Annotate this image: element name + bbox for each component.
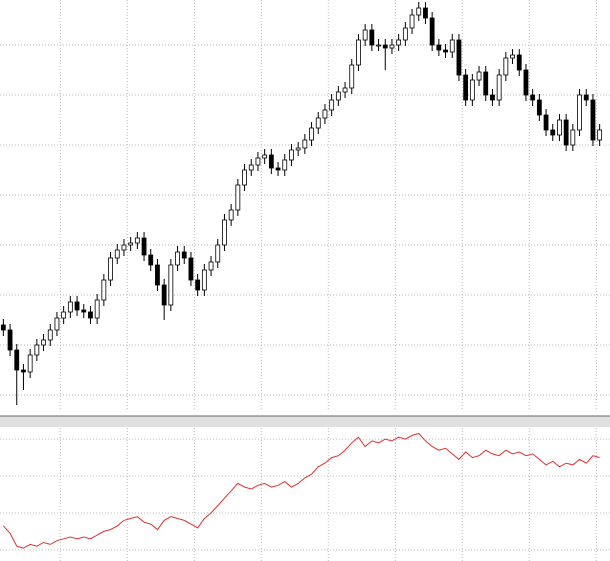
candle-body	[469, 79, 475, 101]
price-panel	[0, 0, 610, 410]
candle-body	[141, 237, 147, 256]
candle-body	[409, 14, 415, 29]
candle-body	[503, 57, 509, 76]
candle-body	[329, 99, 335, 111]
indicator-line	[3, 432, 600, 549]
candle-body	[67, 301, 73, 313]
candle-body	[255, 157, 261, 166]
candle-body	[228, 209, 234, 221]
candle-body	[289, 149, 294, 161]
candle-body	[181, 251, 187, 259]
candle-body	[543, 114, 549, 131]
candle-body	[175, 251, 180, 266]
indicator-panel	[0, 428, 610, 561]
candle-body	[356, 39, 361, 66]
candle-body	[275, 167, 281, 171]
candle-body	[389, 44, 395, 49]
candle-body	[423, 7, 428, 19]
candle-body	[222, 219, 227, 246]
candle-body	[215, 244, 221, 263]
candle-body	[88, 311, 93, 319]
candle-body	[436, 44, 442, 51]
candle-body	[443, 49, 448, 53]
candle-body	[309, 127, 314, 141]
candle-body	[235, 184, 241, 211]
candle-body	[54, 317, 60, 331]
candle-body	[510, 54, 515, 59]
candle-body	[342, 87, 348, 93]
candle-body	[108, 257, 113, 281]
candle-body	[402, 27, 408, 41]
candle-body	[148, 254, 154, 266]
candle-body	[530, 94, 536, 101]
candle-body	[268, 154, 274, 169]
candle-body	[349, 64, 355, 89]
candle-body	[597, 129, 603, 141]
candle-body	[496, 74, 502, 101]
panel-separator	[0, 416, 610, 427]
candle-body	[128, 242, 134, 246]
candle-body	[242, 169, 247, 186]
candle-body	[335, 91, 341, 101]
candle-body	[134, 237, 140, 244]
candle-body	[570, 129, 576, 146]
candle-body	[195, 279, 201, 291]
candle-body	[101, 279, 107, 301]
candle-body	[396, 39, 402, 46]
candle-body	[463, 74, 469, 101]
candle-body	[490, 94, 495, 101]
candle-body	[0, 324, 6, 331]
candle-body	[376, 44, 381, 47]
candle-body	[114, 249, 120, 259]
candle-body	[382, 44, 388, 49]
candle-body	[563, 119, 569, 146]
candle-body	[516, 54, 522, 71]
candle-body	[21, 369, 26, 373]
candle-body	[282, 159, 288, 171]
candle-body	[161, 284, 167, 306]
candle-body	[34, 344, 40, 356]
candle-body	[583, 94, 589, 101]
candle-body	[362, 29, 368, 41]
candle-body	[188, 257, 194, 281]
candle-body	[550, 129, 556, 136]
candle-body	[577, 94, 582, 131]
candle-body	[476, 71, 482, 81]
candle-body	[429, 17, 435, 46]
candle-body	[61, 311, 67, 319]
candle-body	[27, 354, 33, 373]
candle-body	[47, 329, 53, 341]
candle-body	[208, 261, 214, 271]
candle-body	[483, 71, 489, 96]
candle-body	[168, 264, 174, 306]
candle-body	[41, 339, 46, 346]
candle-body	[155, 264, 160, 286]
candle-body	[557, 119, 562, 136]
candle-body	[523, 69, 529, 96]
candle-body	[536, 99, 542, 116]
candle-body	[248, 164, 254, 171]
candle-body	[369, 29, 375, 46]
candle-body	[74, 301, 80, 311]
candle-body	[315, 117, 321, 129]
candle-body	[94, 299, 100, 319]
candle-body	[416, 7, 422, 16]
candle-body	[121, 244, 127, 251]
candle-body	[302, 139, 308, 149]
candle-body	[322, 109, 328, 119]
candle-body	[590, 99, 596, 141]
candle-body	[7, 329, 13, 351]
candle-body	[449, 39, 455, 53]
candle-body	[14, 349, 20, 371]
candle-body	[201, 269, 207, 291]
candle-body	[295, 147, 301, 151]
candle-body	[262, 154, 268, 159]
candle-body	[456, 39, 462, 76]
candle-body	[81, 309, 87, 313]
